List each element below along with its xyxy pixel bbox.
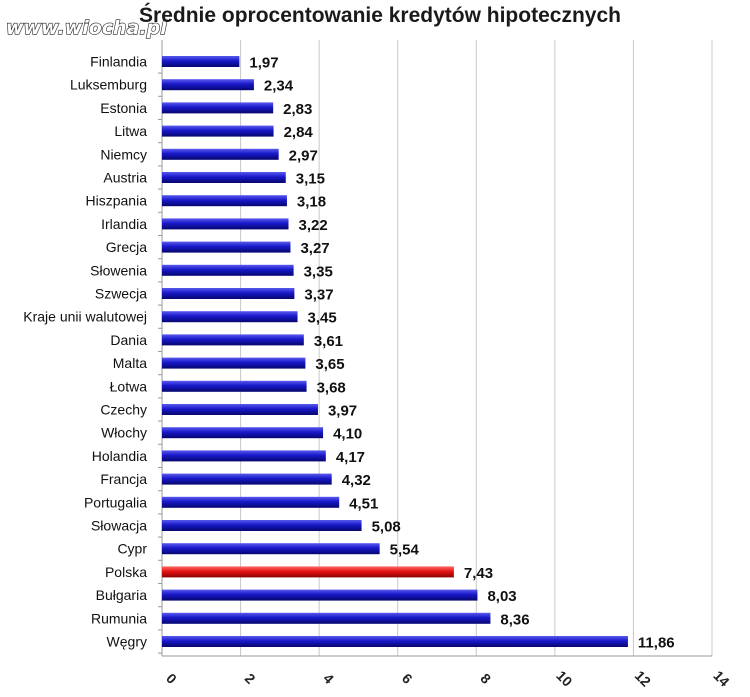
category-label: Estonia [100,100,147,116]
category-label: Słowacja [91,518,147,534]
x-tick-label: 14 [710,667,732,689]
value-label: 11,86 [638,635,675,652]
bar [162,288,295,299]
value-label: 8,36 [500,611,529,628]
category-label: Łotwa [110,378,148,394]
bar [162,172,286,183]
category-label: Słowenia [90,262,147,278]
value-label: 3,27 [300,240,329,257]
value-label: 5,54 [390,542,420,559]
bar [162,427,324,439]
category-label: Kraje unii walutowej [23,309,147,325]
category-label: Malta [113,355,147,371]
value-label: 3,45 [308,310,337,327]
bar [162,589,478,601]
bar [162,102,274,114]
value-label: 3,97 [328,403,357,420]
bar [162,56,240,67]
category-label: Holandia [92,448,147,464]
bar [162,334,304,346]
value-label: 3,22 [299,217,328,234]
bar [162,473,332,485]
category-label: Irlandia [101,216,147,232]
bar [162,79,254,91]
x-tick-label: 2 [242,670,259,687]
category-label: Niemcy [100,146,147,162]
value-label: 2,84 [284,124,314,141]
category-label: Węgry [107,634,147,650]
bar [162,195,287,207]
value-label: 2,34 [264,78,294,95]
value-label: 4,17 [336,449,365,466]
value-label: 3,65 [315,356,344,373]
value-label: 3,68 [317,379,346,396]
bars [158,56,628,654]
value-labels: 1,97 2,34 2,83 2,84 2,97 3,15 3,18 3,22 3,27 3,35… [249,55,674,652]
bar [162,566,454,578]
value-label: 3,35 [304,263,333,280]
bar [162,520,362,531]
category-label: Luksemburg [70,77,147,93]
bar [162,612,491,624]
bar [162,496,340,508]
bar [162,450,326,462]
x-tick-label: 8 [477,670,494,687]
x-tick-label: 0 [163,670,180,687]
bar [162,218,289,230]
category-label: Cypr [117,541,147,557]
x-tick-label: 6 [399,670,416,687]
bar [162,404,318,415]
category-label: Rumunia [91,610,147,626]
category-label: Hiszpania [86,193,148,209]
category-label: Litwa [114,123,147,139]
value-label: 4,51 [349,495,378,512]
bar [162,636,628,647]
bar [162,125,274,137]
category-label: Włochy [101,425,147,441]
value-label: 8,03 [487,588,516,605]
category-label: Portugalia [84,494,147,510]
watermark-text: www.wiocha.pl [6,17,167,39]
value-label: 3,61 [314,333,343,350]
category-labels: Finlandia Luksemburg Estonia Litwa Niemcy Aus… [23,54,147,650]
value-label: 3,18 [297,194,326,211]
category-label: Austria [103,170,147,186]
bar [162,380,307,392]
category-label: Bułgaria [96,587,148,603]
bar [162,241,291,253]
value-label: 7,43 [464,565,493,582]
x-tick-label: 4 [320,670,337,687]
category-label: Grecja [106,239,147,255]
value-label: 2,83 [283,101,312,118]
value-label: 3,15 [296,171,325,188]
x-axis-ticks: 0 2 4 6 8 10 12 14 [163,667,733,689]
category-label: Dania [110,332,147,348]
value-label: 4,32 [342,472,371,489]
value-label: 5,08 [372,519,401,536]
category-label: Finlandia [90,54,147,70]
value-label: 2,97 [289,147,318,164]
x-tick-label: 10 [553,667,575,689]
bar [162,311,298,323]
chart-title: Średnie oprocentowanie kredytów hipotecz… [139,3,621,27]
category-label: Francja [100,471,147,487]
value-label: 1,97 [249,55,278,72]
value-label: 4,10 [333,426,362,443]
x-tick-label: 12 [632,667,654,689]
category-label: Czechy [100,402,147,418]
bar [162,543,380,555]
category-label: Szwecja [95,286,147,302]
value-label: 3,37 [304,287,333,304]
bar [162,357,306,369]
category-label: Polska [105,564,147,580]
bar [162,264,294,276]
bar [162,148,279,160]
